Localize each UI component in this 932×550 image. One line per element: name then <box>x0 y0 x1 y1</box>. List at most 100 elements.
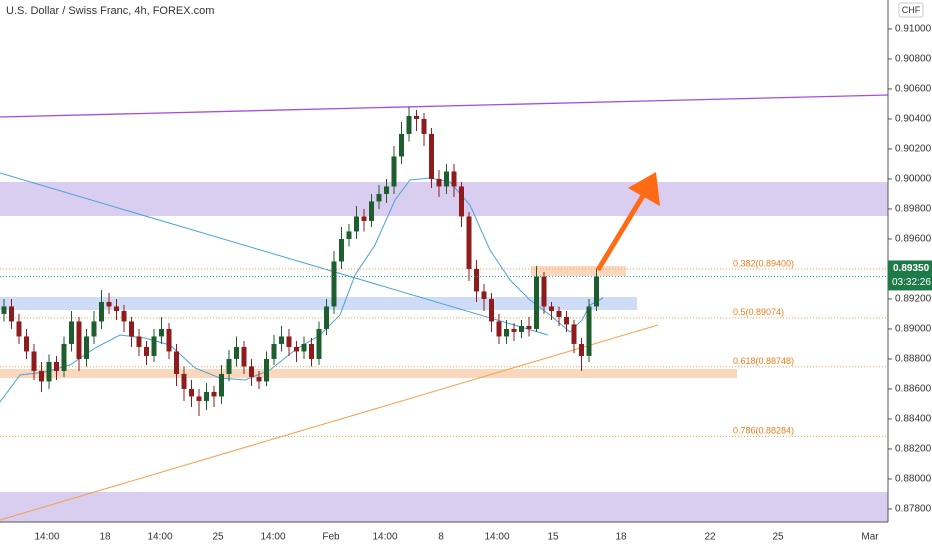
target-zone <box>531 266 626 276</box>
y-tick-label: 0.88600 <box>895 384 932 395</box>
currency-box[interactable] <box>898 2 924 18</box>
y-tick-label: 0.89600 <box>895 234 932 245</box>
candle-body <box>16 321 22 337</box>
arrow-head <box>628 172 660 206</box>
x-tick-label: 15 <box>547 532 559 543</box>
candle-body <box>339 238 344 262</box>
candle-body <box>234 346 239 359</box>
candle-body <box>31 351 37 371</box>
x-tick-label: 14:00 <box>372 532 397 543</box>
candle-body <box>151 336 157 356</box>
candle-body <box>436 178 442 187</box>
fib-label: 0.786(0.88284) <box>733 426 794 436</box>
candle-body <box>61 343 67 371</box>
candle-body <box>69 321 74 344</box>
moving-average <box>0 177 604 403</box>
last-price-label: 0.89350 <box>893 263 930 274</box>
x-tick-label: 14:00 <box>34 532 59 543</box>
candle-body <box>579 343 584 356</box>
candle-body <box>594 276 599 307</box>
candle-body <box>316 328 322 359</box>
candle-body <box>534 276 539 329</box>
x-tick-label: Feb <box>322 532 340 543</box>
candle-body <box>114 306 119 311</box>
x-tick-label: 22 <box>704 532 716 543</box>
candle-body <box>474 268 479 292</box>
resistance-zone <box>0 182 888 216</box>
y-tick-label: 0.91000 <box>895 24 932 35</box>
trend-line <box>0 172 549 336</box>
candle-body <box>24 336 29 352</box>
candle-body <box>496 321 502 337</box>
candle-body <box>189 388 194 397</box>
candle-body <box>294 346 299 352</box>
candle-body <box>136 336 142 347</box>
y-tick-label: 0.88200 <box>895 444 932 455</box>
candle-body <box>399 133 404 157</box>
candle-body <box>76 321 82 359</box>
candle-body <box>541 276 547 307</box>
candle-body <box>211 391 217 397</box>
candle-body <box>121 310 127 322</box>
candle-body <box>264 358 269 382</box>
candle-body <box>331 261 337 307</box>
last-price-box <box>888 260 932 291</box>
fib-label: 0.382(0.89400) <box>733 258 794 268</box>
candle-body <box>256 376 262 382</box>
x-tick-label: Mar <box>861 532 879 543</box>
y-tick-label: 0.89800 <box>895 204 932 215</box>
candle-body <box>429 133 434 179</box>
trend-line <box>0 324 659 521</box>
lower-zone <box>0 492 888 522</box>
candle-body <box>451 171 457 187</box>
y-tick-label: 0.89200 <box>895 294 932 305</box>
candle-body <box>481 291 487 299</box>
x-tick-label: 18 <box>99 532 111 543</box>
candle-body <box>586 306 592 356</box>
candle-body <box>564 316 569 325</box>
arrow-shaft <box>595 192 647 272</box>
y-tick-label: 0.90200 <box>895 144 932 155</box>
candle-body <box>459 186 464 217</box>
candle-body <box>174 351 179 374</box>
candle-body <box>556 310 562 317</box>
candle-body <box>249 366 254 377</box>
candle-body <box>286 336 292 347</box>
candle-body <box>324 306 329 329</box>
candle-body <box>406 115 412 134</box>
candle-body <box>129 321 134 337</box>
candle-body <box>414 115 419 119</box>
candle-body <box>354 216 359 232</box>
y-tick-label: 0.88000 <box>895 474 932 485</box>
candle-body <box>511 328 517 332</box>
y-tick-label: 0.90000 <box>895 174 932 185</box>
candle-body <box>1 306 7 314</box>
candle-body <box>384 186 389 194</box>
candle-body <box>444 171 449 187</box>
candle-body <box>9 306 14 322</box>
y-tick-label: 0.88800 <box>895 354 932 365</box>
fib-label: 0.618(0.88748) <box>733 356 794 366</box>
candle-body <box>526 325 532 329</box>
candle-body <box>106 301 112 307</box>
countdown: 03:32:26 <box>892 277 931 288</box>
candle-body <box>166 328 172 352</box>
y-tick-label: 0.89000 <box>895 324 932 335</box>
candle-body <box>46 361 52 382</box>
candle-body <box>91 321 97 337</box>
candle-body <box>549 306 554 311</box>
candle-body <box>466 216 472 269</box>
y-tick-label: 0.88400 <box>895 414 932 425</box>
candle-body <box>84 336 89 359</box>
x-tick-label: 14:00 <box>260 532 285 543</box>
candle-body <box>391 156 397 187</box>
candle-body <box>271 343 277 359</box>
x-tick-label: 18 <box>615 532 627 543</box>
candle-body <box>571 324 577 344</box>
x-tick-label: 8 <box>438 532 444 543</box>
candle-body <box>489 298 494 322</box>
support-zone <box>0 297 637 310</box>
candle-body <box>376 193 382 202</box>
candle-body <box>204 391 209 401</box>
